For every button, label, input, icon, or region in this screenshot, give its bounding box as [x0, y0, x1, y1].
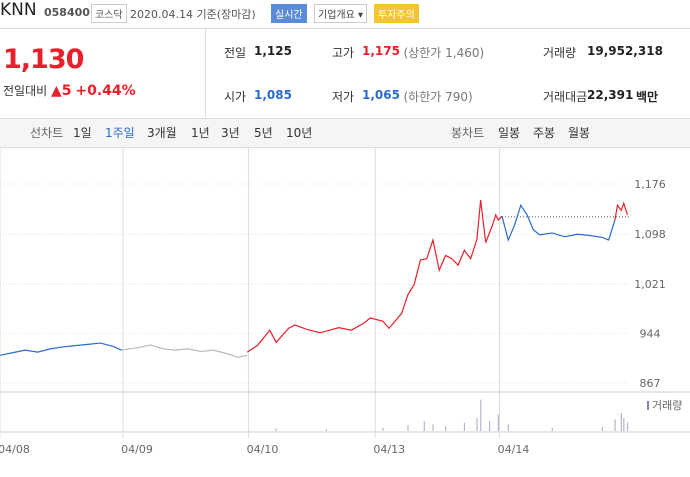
volume-bar [507, 424, 509, 431]
stat-extra: 백만 [636, 90, 659, 104]
y-tick-label: 1,176 [634, 178, 666, 191]
tab-group-label[interactable]: 봉차트 [451, 126, 485, 140]
x-tick-label: 04/10 [247, 443, 279, 456]
tab-bar [0, 118, 690, 148]
volume-legend-swatch [647, 401, 649, 410]
volume-bar [488, 421, 491, 431]
line-tab[interactable]: 1주일 [105, 126, 135, 140]
line-tab[interactable]: 10년 [286, 126, 313, 140]
y-tick-label: 867 [640, 377, 661, 390]
stat-label: 시가 [224, 90, 247, 104]
company-button[interactable]: 기업개요 ▾ [314, 4, 368, 23]
volume-bar [407, 425, 409, 431]
stat-label: 거래대금 [543, 90, 588, 104]
diff-row: 전일대비 ▲5 +0.44% [3, 83, 136, 99]
stock-code: 058400 [44, 6, 90, 19]
chart: 거래량 867 944 1,021 1,098 1,176 04/08 04/09 04/10… [0, 148, 690, 456]
date: 2020.04.14 기준(장마감) [130, 8, 256, 21]
line-tab[interactable]: 1일 [73, 126, 92, 140]
divider [0, 28, 690, 29]
realtime-button[interactable]: 실시간 [271, 4, 307, 23]
x-tick-label: 04/08 [0, 443, 30, 456]
x-tick-label: 04/14 [498, 443, 530, 456]
volume-bar [423, 421, 425, 431]
volume-bar [497, 414, 499, 431]
y-tick-label: 944 [640, 327, 661, 340]
price-line [246, 200, 503, 353]
x-tick-label: 04/09 [121, 443, 153, 456]
volume-bar [480, 399, 482, 431]
volume-bar [432, 424, 434, 431]
market-badge: 코스닥 [91, 4, 127, 23]
volume-bar [614, 419, 616, 431]
stat-value: 22,391 [587, 88, 634, 102]
volume-bar [445, 426, 447, 431]
line-tab[interactable]: 1년 [191, 126, 210, 140]
price-now: 1,130 [3, 44, 84, 75]
volume-bar [463, 422, 466, 431]
volume-bar [275, 428, 277, 431]
volume-bar [620, 412, 622, 431]
volume-bar [623, 417, 625, 431]
y-tick-label: 1,098 [634, 228, 666, 241]
volume-bar [601, 427, 604, 431]
stat-label: 거래량 [543, 46, 577, 60]
stat-extra: (상한가 1,460) [403, 46, 485, 60]
warning-badge: 투자주의 [374, 4, 419, 23]
price-line [121, 344, 248, 358]
stock-name: KNN [0, 0, 37, 20]
volume-bar [382, 427, 384, 431]
price-line [501, 203, 616, 242]
stat-label: 전일 [224, 46, 247, 60]
stat-value: 19,952,318 [587, 44, 663, 58]
stat-value: 1,175 [362, 44, 400, 58]
divider [205, 28, 206, 118]
volume-bar [325, 429, 327, 431]
candle-tab[interactable]: 월봉 [568, 126, 591, 140]
tab-group-label[interactable]: 선차트 [30, 126, 64, 140]
stat-value: 1,085 [254, 88, 292, 102]
line-tab[interactable]: 5년 [254, 126, 273, 140]
stat-label: 고가 [332, 46, 355, 60]
volume-label: 거래량 [652, 399, 682, 412]
rate: +0.44% [75, 83, 136, 99]
candle-tab[interactable]: 일봉 [498, 126, 521, 140]
volume-bar [626, 422, 629, 431]
volume-bar [551, 427, 553, 431]
line-tab[interactable]: 3개월 [147, 126, 177, 140]
line-tab[interactable]: 3년 [221, 126, 240, 140]
y-tick-label: 1,021 [634, 278, 666, 291]
stat-value: 1,065 [362, 88, 400, 102]
x-tick-label: 04/13 [373, 443, 405, 456]
volume-bar [476, 417, 478, 431]
price-line [614, 201, 629, 221]
diff-label: 전일대비 [3, 84, 48, 98]
company-label: 기업개요 [318, 10, 355, 21]
stat-value: 1,125 [254, 44, 292, 58]
price-line [0, 342, 122, 356]
stat-extra: (하한가 790) [403, 90, 473, 104]
candle-tab[interactable]: 주봉 [533, 126, 556, 140]
stat-label: 저가 [332, 90, 355, 104]
diff: 5 [61, 83, 72, 99]
